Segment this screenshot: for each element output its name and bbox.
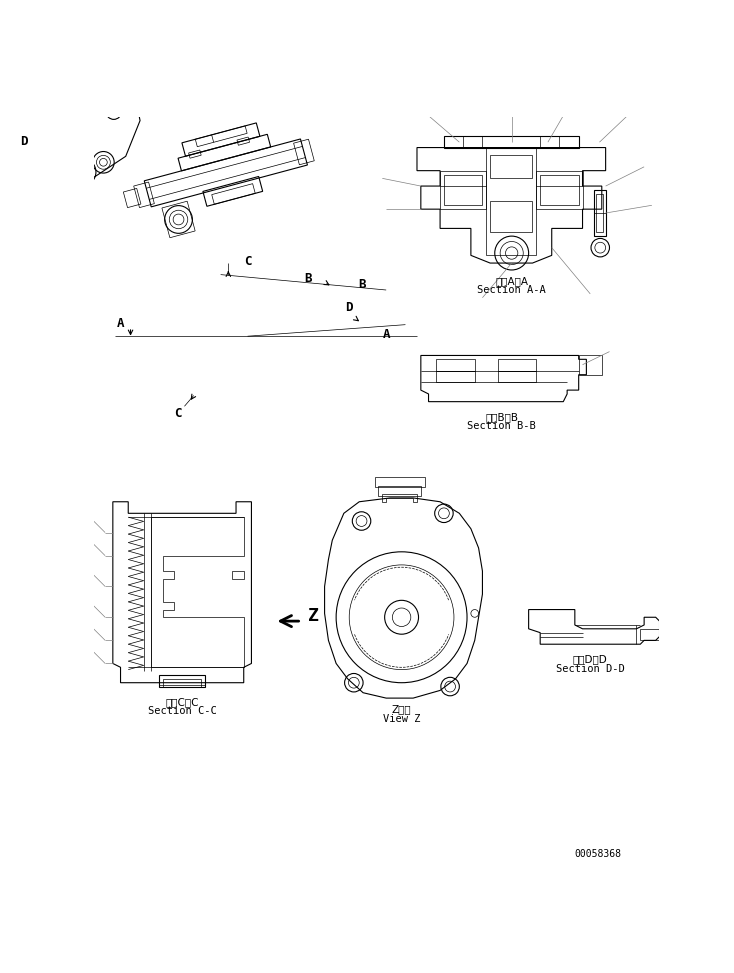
Bar [540, 174, 578, 205]
Bar [440, 170, 487, 209]
Text: View Z: View Z [383, 714, 421, 724]
Text: B: B [304, 272, 311, 285]
Bar [487, 148, 537, 255]
Bar [444, 174, 482, 205]
Text: Section D-D: Section D-D [556, 664, 625, 674]
Text: A: A [382, 328, 390, 342]
Text: Section B-B: Section B-B [468, 421, 536, 431]
Text: A: A [117, 316, 124, 330]
Text: 断面A－A: 断面A－A [495, 275, 528, 286]
Text: Z　視: Z 視 [392, 704, 411, 714]
Text: C: C [244, 255, 251, 268]
Bar [232, 571, 244, 579]
Bar [498, 371, 537, 382]
Bar [374, 477, 425, 487]
Text: D: D [346, 302, 353, 314]
Bar [490, 201, 532, 233]
Text: Z: Z [308, 607, 319, 625]
Bar [597, 194, 603, 233]
Bar [578, 355, 602, 375]
Bar [436, 359, 475, 371]
Bar [159, 675, 206, 687]
Bar [594, 190, 606, 236]
Text: C: C [175, 407, 182, 419]
Bar [379, 486, 421, 495]
Text: Section C-C: Section C-C [148, 706, 217, 716]
Bar [436, 371, 475, 382]
Text: 断面B－B: 断面B－B [485, 412, 518, 422]
Text: D: D [21, 135, 28, 148]
Text: Section A-A: Section A-A [477, 285, 546, 295]
Bar [498, 359, 537, 371]
Bar [640, 629, 660, 640]
Bar [163, 679, 201, 687]
Text: 00058368: 00058368 [575, 849, 622, 859]
Text: B: B [357, 278, 366, 291]
Bar [537, 170, 583, 209]
Text: 断面D－D: 断面D－D [573, 655, 608, 665]
Bar [490, 156, 532, 178]
Text: 断面C－C: 断面C－C [165, 697, 199, 707]
